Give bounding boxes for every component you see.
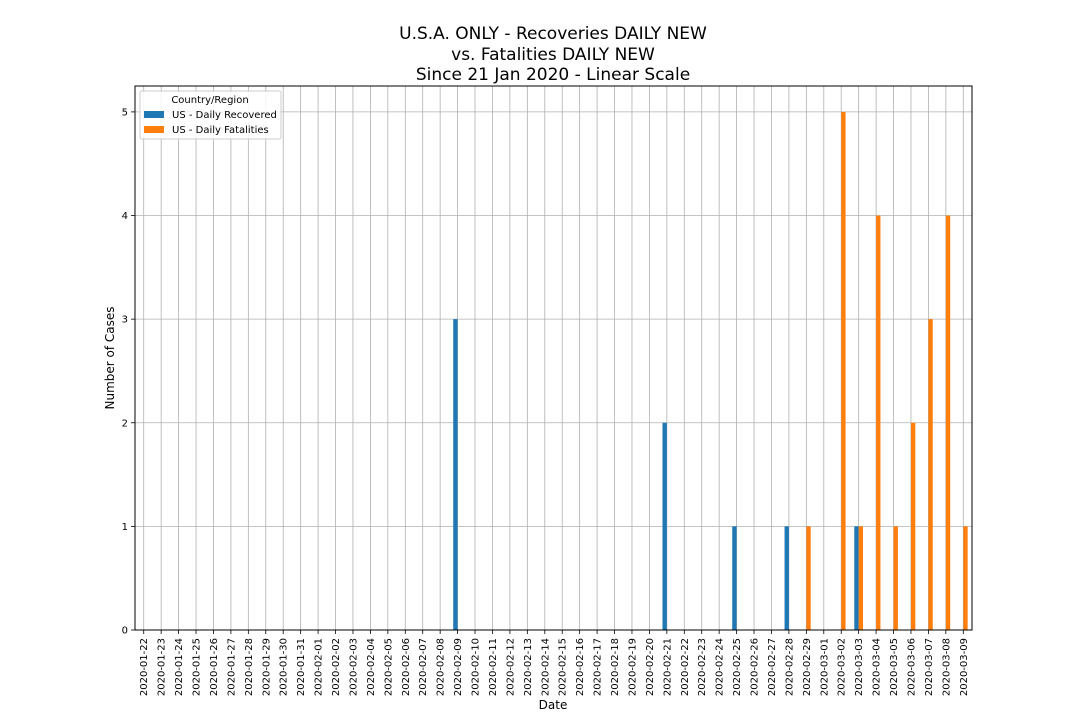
x-tick-label: 2020-01-22: [139, 638, 150, 696]
x-tick-label: 2020-01-27: [226, 638, 237, 696]
x-tick-label: 2020-02-04: [366, 638, 377, 696]
x-tick-label: 2020-01-29: [261, 638, 272, 696]
legend-label-recovered: US - Daily Recovered: [172, 110, 277, 121]
legend-title: Country/Region: [171, 95, 248, 106]
x-tick-label: 2020-02-26: [750, 638, 761, 696]
bar-fatalities: [893, 526, 898, 630]
title-line-2: vs. Fatalities DAILY NEW: [451, 45, 655, 65]
y-tick-label: 0: [122, 626, 128, 637]
bar-recovered: [662, 422, 667, 630]
x-tick-label: 2020-01-25: [192, 638, 203, 696]
x-tick-label: 2020-02-29: [802, 638, 813, 696]
bar-recovered: [784, 526, 789, 630]
x-tick-label: 2020-02-23: [697, 638, 708, 696]
bar-fatalities: [858, 526, 864, 630]
x-axis-ticks: 2020-01-22 2020-01-23 2020-01-24 2020-01-25…: [139, 630, 970, 696]
x-tick-label: 2020-01-28: [244, 638, 255, 696]
y-tick-label: 1: [122, 522, 128, 533]
x-tick-label: 2020-02-14: [540, 638, 551, 696]
x-tick-label: 2020-02-16: [575, 638, 586, 696]
x-tick-label: 2020-03-03: [854, 638, 865, 696]
bar-fatalities: [806, 526, 811, 630]
x-tick-label: 2020-03-09: [959, 638, 970, 696]
y-tick-label: 2: [122, 418, 128, 429]
y-axis-ticks: 0 1 2 3 4 5: [122, 107, 135, 637]
x-tick-label: 2020-01-24: [174, 638, 185, 696]
axes: [134, 85, 973, 631]
x-tick-label: 2020-02-24: [715, 638, 726, 696]
bar-recovered: [453, 319, 458, 630]
bar-fatalities: [963, 526, 968, 630]
x-tick-label: 2020-02-21: [662, 638, 673, 696]
x-tick-label: 2020-03-07: [924, 638, 935, 696]
x-tick-label: 2020-02-06: [401, 638, 412, 696]
bar-fatalities: [945, 215, 951, 630]
legend-label-fatalities: US - Daily Fatalities: [172, 125, 269, 136]
x-tick-label: 2020-02-11: [488, 638, 499, 696]
y-tick-label: 3: [122, 315, 128, 326]
legend-frame: [139, 90, 282, 140]
grid: [135, 86, 972, 631]
legend-swatch-recovered: [144, 111, 164, 118]
x-tick-label: 2020-03-02: [837, 638, 848, 696]
chart-title: U.S.A. ONLY - Recoveries DAILY NEW vs. F…: [399, 24, 707, 85]
x-tick-label: 2020-01-31: [296, 638, 307, 696]
x-tick-label: 2020-02-19: [627, 638, 638, 696]
x-tick-label: 2020-02-03: [348, 638, 359, 696]
x-tick-label: 2020-03-01: [819, 638, 830, 696]
x-tick-label: 2020-02-17: [593, 638, 604, 696]
x-tick-label: 2020-02-05: [383, 638, 394, 696]
x-tick-label: 2020-02-12: [505, 638, 516, 696]
x-tick-label: 2020-02-01: [314, 638, 325, 696]
plot-frame: [134, 85, 973, 631]
x-tick-label: 2020-03-04: [872, 638, 883, 696]
x-tick-label: 2020-01-23: [157, 638, 168, 696]
x-tick-label: 2020-02-22: [680, 638, 691, 696]
x-tick-label: 2020-02-25: [732, 638, 743, 696]
y-tick-label: 4: [122, 211, 128, 222]
bars: [453, 111, 968, 630]
legend-swatch-fatalities: [144, 126, 164, 133]
x-tick-label: 2020-02-08: [436, 638, 447, 696]
y-tick-label: 5: [122, 107, 128, 118]
x-tick-label: 2020-01-30: [279, 638, 290, 696]
x-tick-label: 2020-02-15: [558, 638, 569, 696]
x-tick-label: 2020-02-09: [453, 638, 464, 696]
y-axis-label: Number of Cases: [103, 306, 117, 409]
bar-fatalities: [928, 319, 933, 630]
x-tick-label: 2020-03-06: [906, 638, 917, 696]
x-tick-label: 2020-02-18: [610, 638, 621, 696]
x-tick-label: 2020-02-28: [784, 638, 795, 696]
title-line-1: U.S.A. ONLY - Recoveries DAILY NEW: [399, 24, 707, 44]
title-line-3: Since 21 Jan 2020 - Linear Scale: [416, 65, 690, 85]
x-tick-label: 2020-02-02: [331, 638, 342, 696]
x-tick-label: 2020-02-13: [523, 638, 534, 696]
bar-recovered: [854, 526, 859, 630]
x-tick-label: 2020-03-05: [889, 638, 900, 696]
legend: Country/Region US - Daily Recovered US -…: [139, 90, 282, 140]
x-tick-label: 2020-03-08: [941, 638, 952, 696]
x-tick-label: 2020-01-26: [209, 638, 220, 696]
x-tick-label: 2020-02-27: [767, 638, 778, 696]
bar-fatalities: [910, 422, 916, 630]
bar-recovered: [732, 526, 737, 630]
bar-fatalities: [841, 111, 846, 630]
x-tick-label: 2020-02-10: [471, 638, 482, 696]
x-tick-label: 2020-02-07: [418, 638, 429, 696]
x-tick-label: 2020-02-20: [645, 638, 656, 696]
bar-fatalities: [876, 215, 881, 630]
x-axis-label: Date: [539, 698, 568, 712]
